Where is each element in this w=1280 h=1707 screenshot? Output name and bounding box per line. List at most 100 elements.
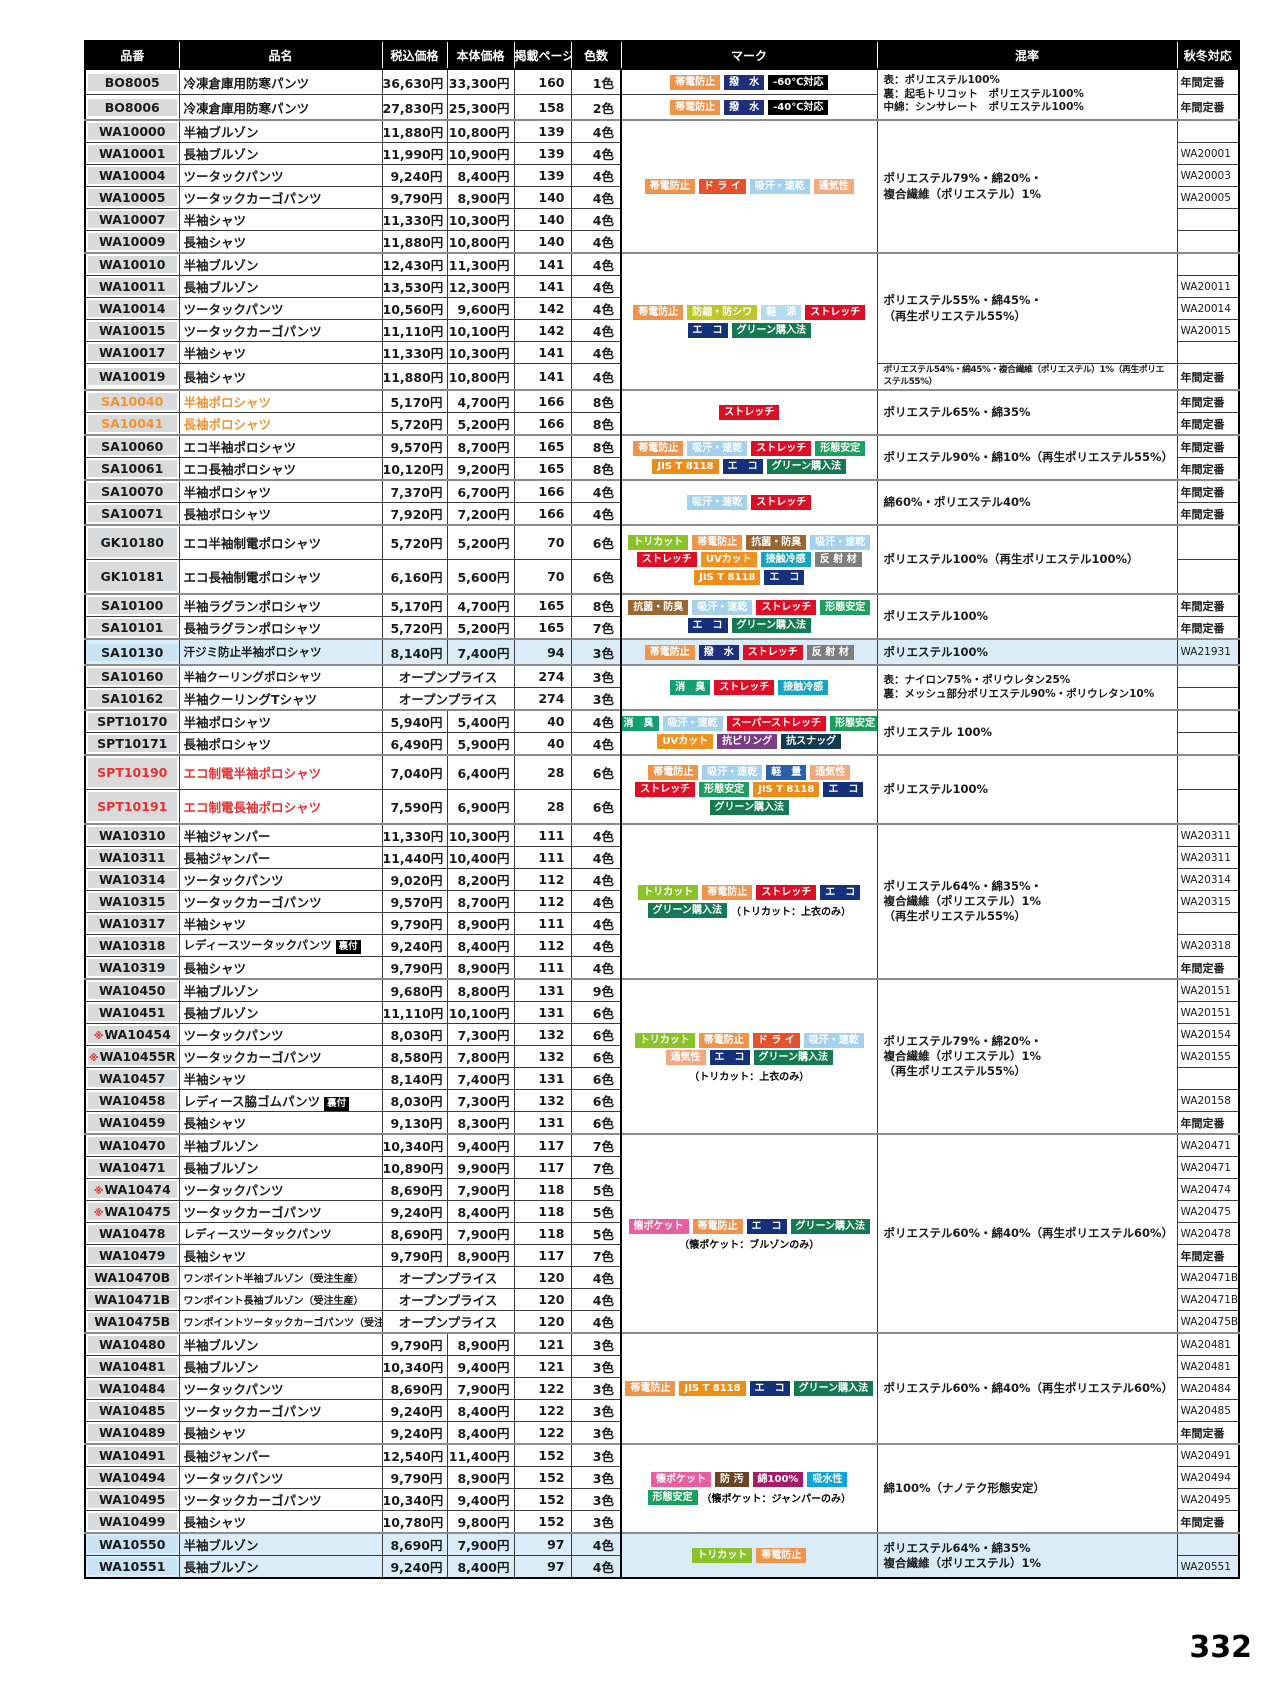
open-price-cell: オープンプライス (381, 664, 515, 689)
autumn-winter-cell: 年間定番 (1176, 434, 1240, 459)
product-code-cell: SPT10170 (84, 709, 180, 734)
product-code: ※WA10455R (88, 1048, 177, 1066)
price-tax-cell: 10,340円 (381, 1355, 448, 1379)
product-name: ツータックパンツ (183, 302, 284, 317)
product-name-cell: ツータックカーゴパンツ (178, 890, 383, 914)
page-cell: 112 (513, 890, 572, 914)
mixture-cell: 綿100%（ナノテク形態安定） (876, 1443, 1178, 1534)
price-base-cell: 8,700円 (446, 890, 515, 914)
product-row: ※WA10455R ツータックカーゴパンツ 8,580円 7,800円 132 6色 WA2… (84, 1045, 1240, 1069)
product-code: SA10100 (88, 597, 177, 615)
product-code-cell: BO8006 (84, 94, 180, 121)
autumn-winter-cell: WA20551 (1176, 1555, 1240, 1579)
product-code: WA10317 (88, 915, 177, 933)
price-tax-cell: 9,790円 (381, 1466, 448, 1490)
page-cell: 131 (513, 978, 572, 1003)
open-price-cell: オープンプライス (381, 687, 515, 711)
page-cell: 122 (513, 1421, 572, 1445)
asterisk-mark: ※ (93, 1031, 104, 1043)
badge-keitai: 形態安定 (829, 716, 876, 732)
product-code-cell: WA10481 (84, 1355, 180, 1379)
page-cell: 112 (513, 934, 572, 958)
product-row: SPT10190 エコ制電半袖ポロシャツ 7,040円 6,400円 28 6色 帯電防止吸… (84, 754, 1240, 825)
colors-cell: 3色 (570, 1443, 622, 1468)
price-base-cell: 6,700円 (446, 479, 515, 504)
price-tax-cell: 9,790円 (381, 1244, 448, 1268)
price-base-cell: 4,700円 (446, 593, 515, 618)
product-name-cell: 半袖ポロシャツ (178, 479, 383, 504)
mark-line: 帯電防止 吸汗・速乾 ストレッチ 形態安定 (624, 441, 875, 457)
product-code-cell: WA10480 (84, 1332, 180, 1357)
product-code-cell: WA10009 (84, 230, 180, 254)
product-name-cell: 半袖ジャンパー (178, 823, 383, 848)
product-code: WA10314 (88, 871, 177, 889)
marks-cell: 懐ポケット 帯電防止エ コグリーン購入法 （懐ポケット：ブルゾンのみ） (620, 1133, 878, 1334)
product-name-cell: 長袖ジャンパー (178, 846, 383, 870)
price-tax-cell: 9,570円 (381, 890, 448, 914)
colors-cell: 4色 (570, 142, 622, 165)
colors-cell: 4色 (570, 479, 622, 504)
product-name: 半袖ブルゾン (183, 125, 259, 140)
mixture-line: 複合繊維（ポリエステル）1% (883, 894, 1042, 909)
product-code-cell: BO8005 (84, 68, 180, 95)
product-name-cell: 長袖シャツ (178, 1510, 383, 1534)
product-code-cell: SA10130 (84, 638, 180, 666)
product-name: 半袖ブルゾン (183, 258, 259, 273)
lining-badge: 裏付 (324, 1096, 350, 1111)
product-row: GK10181 エコ長袖制電ポロシャツ 6,160円 5,600円 70 6色 (84, 559, 1240, 595)
badge-fpocket: 懐ポケット (651, 1472, 712, 1488)
badge-green: グリーン購入法 (753, 1050, 833, 1066)
product-name-cell: エコ半袖制電ポロシャツ (178, 524, 383, 561)
mixture-cell: ポリエステル79%・綿20%・ 複合繊維（ポリエステル）1% (876, 119, 1178, 254)
page-cell: 141 (513, 252, 572, 276)
product-code-cell: WA10007 (84, 208, 180, 231)
mixture-line: 綿100%（ナノテク形態安定） (883, 1481, 1045, 1496)
product-row: WA10011 長袖ブルゾン 13,530円 12,300円 141 4色 WA20011 (84, 275, 1240, 298)
autumn-winter-cell (1176, 341, 1240, 364)
mixture-cell: ポリエステル60%・綿40%（再生ポリエステル60%） (876, 1332, 1178, 1445)
page-cell: 70 (513, 524, 572, 561)
mark-line: UVカット 抗ピリング 抗スナッグ (624, 733, 875, 749)
column-header-name: 品名 (179, 41, 383, 70)
badge-kyukan: 吸汗・速乾 (692, 600, 753, 616)
product-code: WA10470 (88, 1137, 177, 1155)
autumn-winter-cell (1176, 1532, 1240, 1557)
product-name: 長袖シャツ (183, 235, 247, 250)
product-code-cell: GK10181 (84, 559, 180, 595)
product-name-cell: 長袖ブルゾン (178, 1156, 383, 1180)
badge-stretch: ストレッチ (742, 644, 803, 660)
badge-shoshu: 消 臭 (670, 680, 711, 696)
colors-cell: 6色 (570, 524, 622, 561)
product-code-cell: WA10485 (84, 1399, 180, 1423)
mark-line: 通気性エ コグリーン購入法 (624, 1050, 875, 1066)
product-name: ツータックカーゴパンツ (183, 1493, 322, 1509)
mark-line: 帯電防止撥 水 -40℃対応 (624, 99, 875, 115)
colors-cell: 4色 (570, 1532, 622, 1557)
product-name-cell: ツータックカーゴパンツ (178, 186, 383, 209)
price-base-cell: 8,900円 (446, 186, 515, 209)
price-base-cell: 33,300円 (446, 68, 515, 95)
product-code-cell: SA10040 (84, 389, 180, 414)
colors-cell: 7色 (570, 1244, 622, 1268)
product-name: 半袖ブルゾン (183, 984, 259, 1000)
product-code: WA10494 (88, 1469, 177, 1487)
mark-note: （トリカット：上衣のみ） (689, 1071, 810, 1083)
product-row: GK10180 エコ半袖制電ポロシャツ 5,720円 5,200円 70 6色 トリカット帯… (84, 524, 1240, 595)
autumn-winter-cell: WA20485 (1176, 1399, 1240, 1423)
product-row: WA10491 長袖ジャンパー 12,540円 11,400円 152 3色 懐ポケット防 … (84, 1443, 1240, 1534)
product-row: SA10061 エコ長袖ポロシャツ 10,120円 9,200円 165 8色 年間定番 (84, 457, 1240, 481)
mixture-line: 裏：メッシュ部分ポリエステル90%・ポリウレタン10% (883, 687, 1155, 700)
marks-cell: 帯電防止 防縮・防シワ軽 涼ストレッチエ コグリーン購入法 (620, 251, 878, 391)
product-code-cell: SA10041 (84, 412, 180, 436)
colors-cell: 3色 (570, 687, 622, 711)
colors-cell: 4色 (570, 868, 622, 892)
page-cell: 120 (513, 1288, 572, 1312)
price-tax-cell: 9,020円 (381, 868, 448, 892)
product-name-cell: 半袖ラグランポロシャツ (178, 593, 383, 618)
product-name-cell: ツータックパンツ (178, 1377, 383, 1401)
product-row: SA10070 半袖ポロシャツ 7,370円 6,700円 166 4色 吸汗・速乾 ストレッ… (84, 479, 1240, 526)
product-name-cell: 長袖ポロシャツ (178, 732, 383, 756)
product-name: 長袖シャツ (183, 370, 247, 386)
open-price-cell: オープンプライス (381, 1266, 515, 1290)
product-code-cell: SA10070 (84, 479, 180, 504)
